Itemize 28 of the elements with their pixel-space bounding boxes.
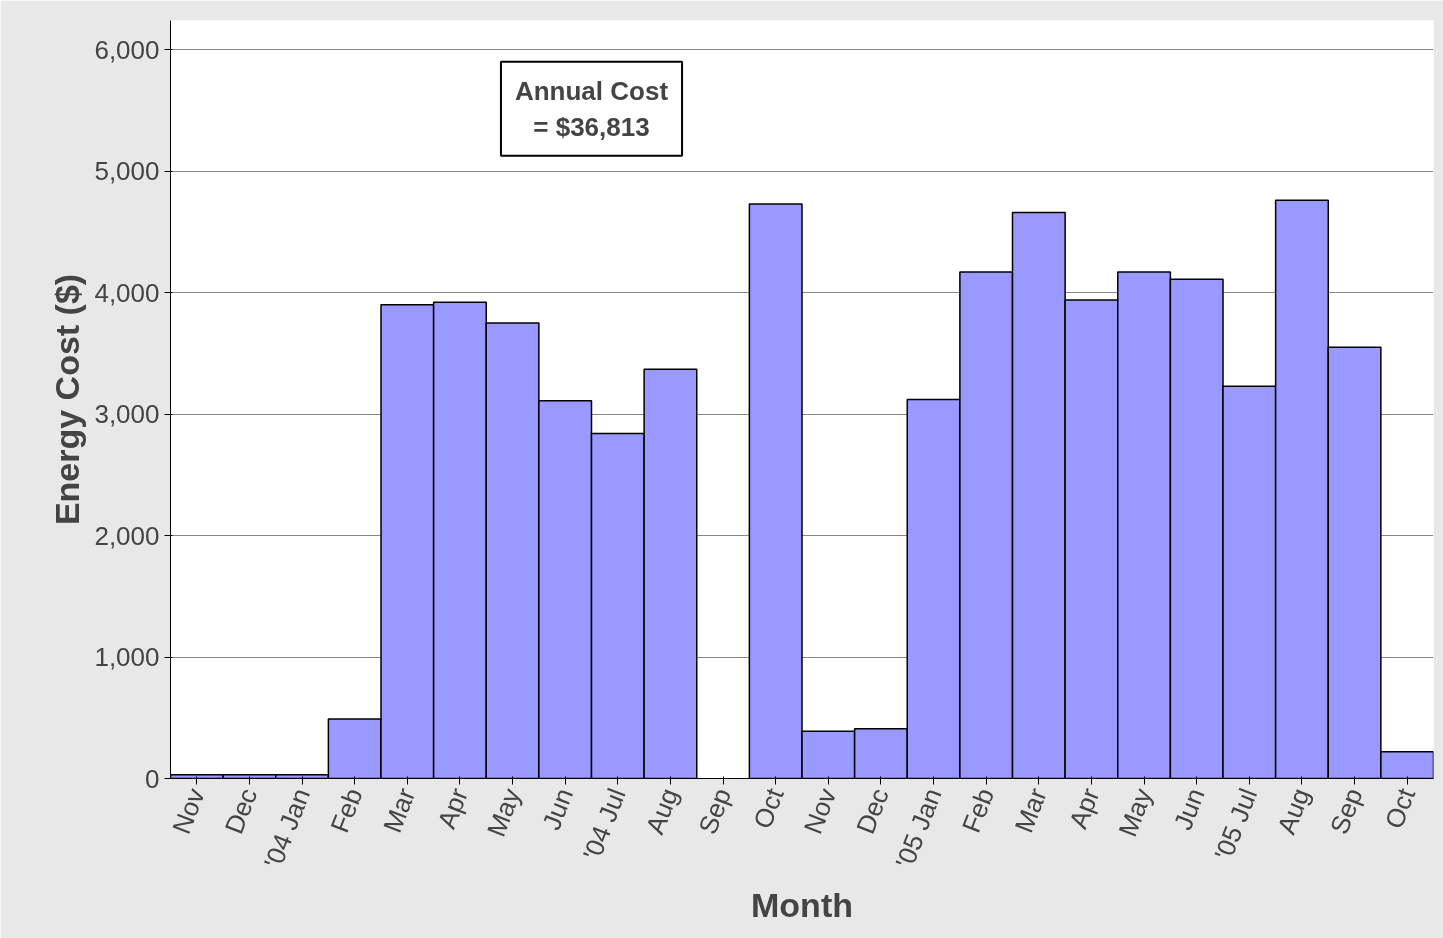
y-tick-label: 0 xyxy=(145,763,160,794)
x-tick-label: Oct xyxy=(1378,783,1422,833)
x-tick-label: '05 Jul xyxy=(1208,784,1264,865)
x-tick-label: Apr xyxy=(431,783,475,833)
x-tick-label: May xyxy=(1112,784,1159,841)
y-tick-label: 5,000 xyxy=(94,156,160,187)
x-tick-label: Jun xyxy=(1167,784,1211,835)
x-tick-label: Aug xyxy=(1271,784,1316,839)
x-tick-label: Feb xyxy=(955,784,1001,837)
x-tick-label: Nov xyxy=(797,784,843,839)
y-tick-label: 3,000 xyxy=(94,399,160,430)
y-axis-title: Energy Cost ($) xyxy=(48,273,87,526)
x-tick-label: May xyxy=(480,784,527,841)
x-tick-label: Apr xyxy=(1062,783,1106,833)
x-axis-title: Month xyxy=(751,885,853,924)
x-tick-label: Mar xyxy=(377,783,422,837)
x-tick-label: Nov xyxy=(166,784,211,839)
x-tick-label: Sep xyxy=(692,784,738,839)
y-tick-label: 1,000 xyxy=(94,642,160,673)
y-tick-label: 4,000 xyxy=(94,277,160,308)
y-tick-label: 6,000 xyxy=(94,34,160,65)
x-tick-label: Sep xyxy=(1323,784,1369,839)
x-tick-label: Oct xyxy=(747,783,790,833)
y-tick-label: 2,000 xyxy=(94,520,160,551)
x-tick-label: Mar xyxy=(1008,783,1053,837)
annotation: Annual Cost = $36,813 xyxy=(514,75,669,142)
x-tick-label: Aug xyxy=(639,784,685,839)
x-tick-label: Feb xyxy=(324,784,369,837)
